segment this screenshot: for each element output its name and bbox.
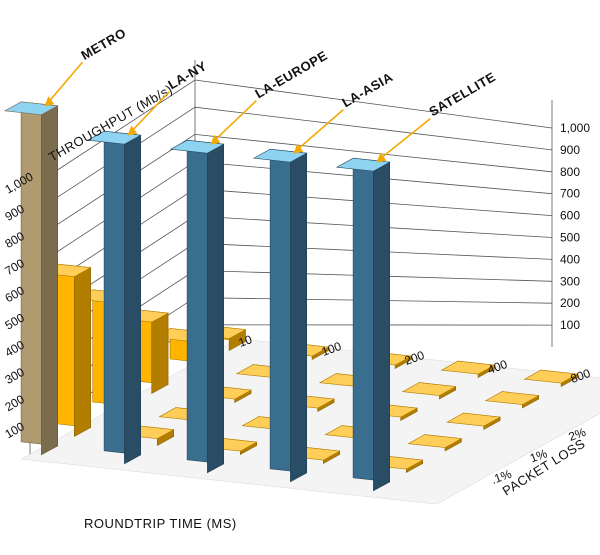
z-tick-right: 300 bbox=[560, 274, 580, 288]
x-tick: 200 bbox=[403, 348, 427, 368]
callout-arrow-line bbox=[296, 109, 344, 151]
bar-top-face bbox=[169, 139, 225, 154]
bar-top-face bbox=[484, 391, 540, 405]
x-axis-label: ROUNDTRIP TIME (MS) bbox=[84, 516, 237, 531]
z-tick-right: 600 bbox=[560, 209, 580, 223]
bar-la-asia bbox=[252, 148, 308, 483]
callout-label: METRO bbox=[78, 25, 128, 63]
bar-side-face bbox=[207, 143, 224, 474]
callout-arrow-line bbox=[379, 117, 431, 160]
bar-top-face bbox=[335, 157, 391, 172]
bar-top-face bbox=[523, 369, 579, 384]
z-tick-right: 400 bbox=[560, 252, 580, 266]
bar-top-face bbox=[3, 101, 59, 116]
y-tick: 1% bbox=[528, 446, 549, 465]
y-tick: 2% bbox=[567, 425, 588, 444]
z-tick-right: 800 bbox=[560, 165, 580, 179]
x-tick: 400 bbox=[486, 357, 510, 377]
bar-top-face bbox=[252, 148, 308, 163]
bar-metro bbox=[3, 101, 59, 456]
bar-loss-10%-rtt-400 bbox=[440, 360, 496, 379]
callout-arrow-line bbox=[213, 100, 257, 142]
y-tick: .1% bbox=[489, 467, 514, 487]
bar-side-face bbox=[290, 152, 308, 483]
bar-top-face bbox=[401, 382, 457, 396]
bar-top-face bbox=[446, 412, 501, 427]
callout-label: LA-NY bbox=[165, 58, 209, 92]
bar-satellite bbox=[335, 157, 391, 492]
bar-side-face bbox=[151, 312, 169, 395]
bar-loss-1%-rtt-800 bbox=[407, 434, 463, 452]
z-tick-right: 700 bbox=[560, 187, 580, 201]
callout-arrow-head bbox=[376, 152, 387, 163]
callout-arrow-line bbox=[130, 91, 170, 133]
z-tick-right: 100 bbox=[560, 318, 580, 332]
callout-arrow-line bbox=[47, 61, 83, 103]
bar-loss-2%-rtt-800 bbox=[446, 412, 501, 431]
callout-arrow-head bbox=[210, 134, 221, 145]
bar-loss-10%-rtt-800 bbox=[523, 369, 579, 388]
callout-arrow-head bbox=[127, 125, 138, 136]
bar-loss-5%-rtt-800 bbox=[484, 391, 540, 409]
bar-top-face bbox=[407, 434, 463, 448]
bar-side-face bbox=[373, 161, 391, 492]
bars bbox=[3, 101, 579, 492]
z-tick-right: 900 bbox=[560, 143, 580, 157]
bar-la-europe bbox=[169, 139, 225, 474]
callout-arrow-head bbox=[44, 96, 55, 107]
bar-top-face bbox=[440, 360, 496, 375]
x-tick: 100 bbox=[320, 339, 344, 359]
callout-arrow-head bbox=[293, 143, 304, 154]
z-tick-right: 500 bbox=[560, 231, 580, 245]
z-tick-right: 200 bbox=[560, 296, 580, 310]
callout-label: SATELLITE bbox=[426, 69, 498, 119]
x-tick: 800 bbox=[569, 366, 593, 386]
bar-loss-5%-rtt-400 bbox=[401, 382, 457, 400]
z-tick-right: 1,000 bbox=[560, 121, 590, 135]
bar-side-face bbox=[74, 267, 91, 438]
x-tick: 10 bbox=[237, 332, 255, 350]
callout-label: LA-ASIA bbox=[339, 69, 395, 110]
bar-top-face bbox=[86, 130, 142, 145]
bar-side-face bbox=[124, 134, 141, 465]
bar-la-ny bbox=[86, 130, 142, 465]
